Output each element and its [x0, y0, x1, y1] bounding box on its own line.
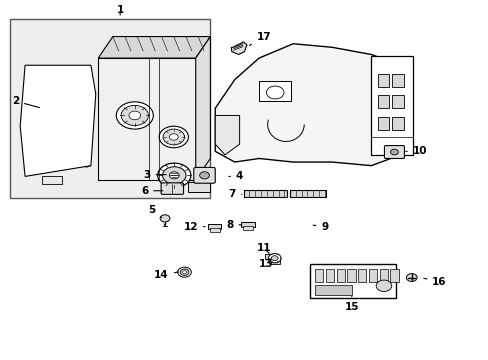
Bar [346, 269, 355, 282]
FancyBboxPatch shape [161, 183, 183, 194]
Polygon shape [195, 37, 210, 180]
Bar [315, 285, 351, 296]
Bar [264, 254, 275, 259]
FancyBboxPatch shape [384, 145, 404, 158]
Bar [271, 259, 280, 264]
Bar [188, 182, 210, 192]
Circle shape [375, 280, 391, 292]
Bar [10, 19, 210, 198]
Circle shape [162, 167, 185, 184]
FancyBboxPatch shape [193, 167, 215, 183]
Circle shape [159, 126, 188, 148]
Text: 5: 5 [148, 206, 161, 218]
Circle shape [390, 149, 398, 155]
Bar [336, 269, 344, 282]
Text: 13: 13 [259, 259, 273, 269]
Bar [370, 56, 412, 155]
Circle shape [182, 271, 186, 274]
Bar [389, 269, 398, 282]
Bar [379, 269, 387, 282]
Text: 17: 17 [249, 32, 271, 45]
Polygon shape [98, 37, 210, 58]
Bar [368, 269, 376, 282]
Text: 1: 1 [116, 5, 123, 15]
Text: 3: 3 [143, 170, 166, 180]
Circle shape [116, 102, 153, 129]
Circle shape [199, 172, 209, 179]
Bar [241, 222, 254, 227]
Circle shape [271, 256, 278, 261]
Bar [243, 190, 287, 197]
Text: 14: 14 [154, 270, 178, 280]
Polygon shape [231, 42, 246, 54]
Bar [357, 269, 366, 282]
Bar [289, 190, 326, 197]
Bar [377, 95, 388, 108]
Circle shape [180, 269, 188, 275]
Bar [377, 74, 388, 87]
Text: 16: 16 [423, 277, 446, 287]
Bar [325, 269, 333, 282]
Text: 2: 2 [12, 96, 40, 108]
Text: 12: 12 [183, 222, 205, 231]
Circle shape [177, 267, 191, 277]
Bar [208, 224, 221, 229]
Text: 7: 7 [228, 189, 241, 199]
Text: 4: 4 [228, 171, 243, 181]
Circle shape [163, 129, 184, 145]
Polygon shape [20, 65, 96, 176]
Bar [42, 176, 61, 184]
Circle shape [268, 253, 281, 263]
Circle shape [160, 215, 169, 222]
Bar [310, 264, 395, 298]
Circle shape [406, 274, 416, 282]
Bar [259, 81, 290, 101]
Bar [209, 228, 219, 231]
Circle shape [129, 111, 141, 120]
Bar [377, 117, 388, 130]
Circle shape [266, 86, 284, 99]
Text: 8: 8 [226, 220, 241, 230]
Text: 10: 10 [405, 146, 427, 156]
Text: 9: 9 [312, 222, 328, 231]
Text: 6: 6 [141, 186, 163, 196]
Polygon shape [215, 44, 409, 166]
Circle shape [121, 105, 148, 126]
Text: 15: 15 [344, 297, 358, 312]
Circle shape [158, 163, 190, 188]
Polygon shape [98, 58, 195, 180]
Polygon shape [215, 116, 239, 155]
Text: 11: 11 [256, 243, 271, 253]
Circle shape [169, 134, 178, 140]
Bar [391, 117, 403, 130]
Circle shape [169, 172, 179, 179]
Bar [391, 74, 403, 87]
Bar [242, 226, 253, 230]
Bar [315, 269, 323, 282]
Bar [391, 95, 403, 108]
